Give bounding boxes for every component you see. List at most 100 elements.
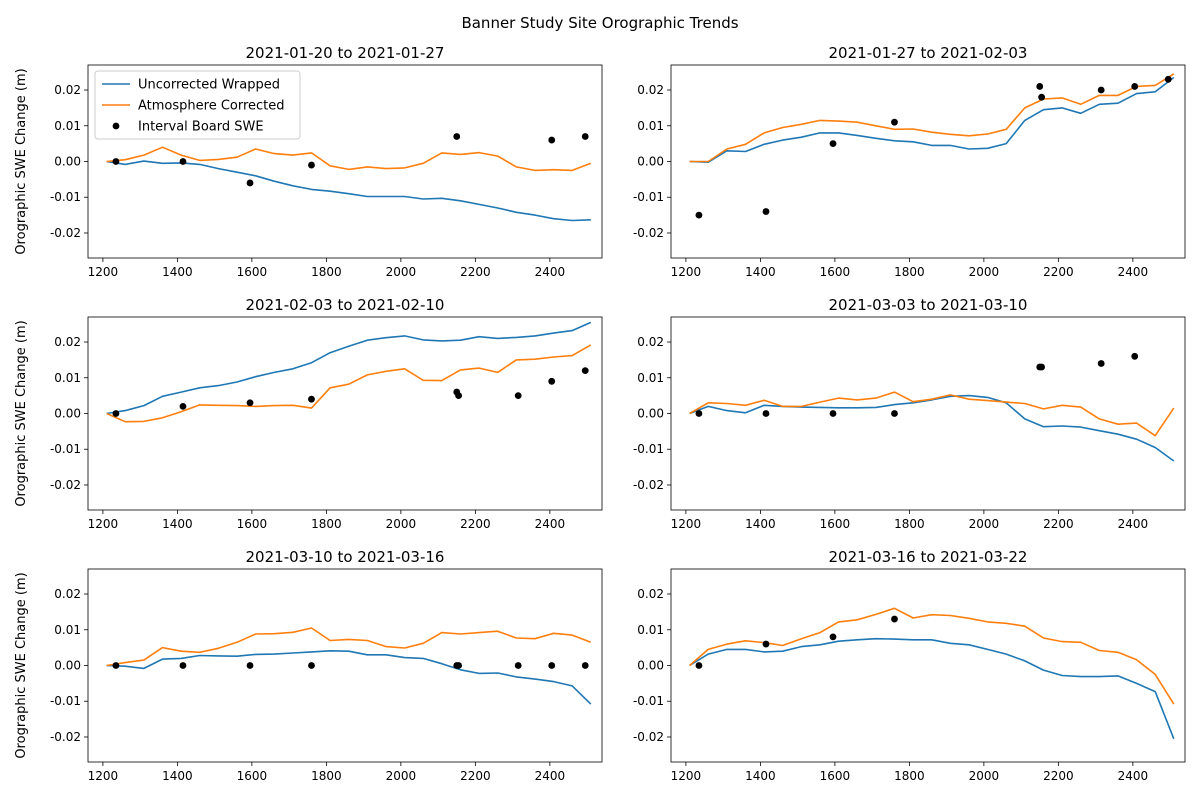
x-tick-label: 1400 — [745, 517, 776, 531]
board-swe-point — [246, 179, 254, 187]
series-line-corrected — [106, 146, 592, 172]
y-tick-label: -0.01 — [50, 442, 81, 456]
board-swe-point — [179, 662, 187, 669]
board-swe-point — [762, 410, 770, 417]
board-swe-point — [246, 399, 254, 407]
board-swe-point — [453, 133, 461, 140]
x-tick-label: 2400 — [535, 517, 566, 531]
legend-box — [94, 70, 301, 140]
x-tick-label: 1600 — [237, 265, 268, 279]
board-swe-point — [514, 662, 522, 669]
x-tick-label: 1200 — [88, 769, 119, 783]
y-tick-label: 0.01 — [637, 371, 664, 385]
x-tick-label: 2000 — [969, 265, 1000, 279]
y-tick-label: -0.01 — [50, 694, 81, 708]
x-tick-label: 1800 — [894, 517, 925, 531]
figure-title: Banner Study Site Orographic Trends — [461, 14, 738, 32]
x-tick-label: 1200 — [671, 769, 702, 783]
board-swe-point — [1131, 83, 1139, 90]
subplot-title: 2021-03-03 to 2021-03-10 — [829, 296, 1028, 314]
x-tick-label: 1600 — [820, 265, 851, 279]
y-tick-label: -0.02 — [633, 478, 664, 492]
board-swe-point — [581, 133, 589, 140]
board-swe-point — [1038, 93, 1046, 101]
board-swe-point — [179, 158, 187, 165]
y-tick-label: 0.00 — [637, 659, 664, 673]
legend-swatch-marker — [112, 122, 120, 130]
series-line-corrected — [106, 344, 592, 423]
series-line-uncorrected — [106, 321, 592, 415]
board-swe-point — [308, 662, 315, 669]
subplot-grid: 2021-01-20 to 2021-01-27 1200 1400 1600 1800… — [14, 44, 1186, 783]
legend-label: Interval Board SWE — [138, 120, 264, 135]
subplot-title: 2021-01-27 to 2021-02-03 — [829, 44, 1028, 62]
y-tick-label: 0.01 — [54, 623, 81, 637]
board-swe-point — [762, 208, 770, 215]
y-tick-label: -0.02 — [50, 226, 81, 240]
board-swe-point — [514, 392, 522, 400]
subplot-2: 2021-01-27 to 2021-02-03 1200 1400 1600 1800… — [633, 44, 1186, 279]
x-tick-label: 1200 — [671, 265, 702, 279]
board-swe-point — [829, 633, 837, 641]
subplot-4: 2021-03-03 to 2021-03-10 1200 1400 1600 1800… — [633, 296, 1186, 531]
legend-label: Atmosphere Corrected — [138, 99, 285, 114]
x-tick-label: 1400 — [745, 265, 776, 279]
board-swe-point — [112, 158, 120, 165]
board-swe-point — [246, 662, 254, 669]
x-tick-label: 2000 — [386, 517, 417, 531]
subplot-title: 2021-01-20 to 2021-01-27 — [246, 44, 445, 62]
board-swe-point — [695, 662, 703, 669]
board-swe-point — [829, 140, 837, 148]
subplot-3: 2021-02-03 to 2021-02-10 1200 1400 1600 1800… — [14, 296, 603, 531]
axes-frame — [670, 568, 1186, 763]
y-axis-label: Orographic SWE Change (m) — [14, 68, 29, 254]
board-swe-point — [1036, 83, 1044, 90]
y-tick-label: 0.02 — [637, 335, 664, 349]
x-tick-label: 1200 — [88, 265, 119, 279]
series-line-uncorrected — [689, 76, 1175, 163]
x-tick-label: 2400 — [1118, 265, 1149, 279]
subplot-6: 2021-03-16 to 2021-03-22 1200 1400 1600 1800… — [633, 548, 1186, 783]
y-tick-label: -0.01 — [633, 694, 664, 708]
y-tick-label: -0.02 — [50, 478, 81, 492]
x-tick-label: 1400 — [162, 769, 193, 783]
y-tick-label: 0.00 — [54, 407, 81, 421]
x-tick-label: 1600 — [820, 517, 851, 531]
board-swe-point — [891, 615, 898, 623]
y-tick-label: 0.01 — [637, 623, 664, 637]
x-tick-label: 1600 — [237, 517, 268, 531]
x-tick-label: 1400 — [745, 769, 776, 783]
y-tick-label: -0.02 — [633, 226, 664, 240]
x-tick-label: 1200 — [671, 517, 702, 531]
x-tick-label: 1800 — [311, 517, 342, 531]
y-tick-label: 0.00 — [637, 155, 664, 169]
board-swe-point — [1131, 352, 1139, 360]
legend: Uncorrected Wrapped Atmosphere Corrected I… — [94, 70, 301, 140]
board-swe-point — [455, 662, 463, 669]
board-swe-point — [112, 662, 120, 669]
y-tick-label: 0.01 — [54, 371, 81, 385]
board-swe-point — [112, 410, 120, 417]
series-line-corrected — [689, 73, 1175, 163]
x-tick-label: 2200 — [1043, 265, 1074, 279]
y-tick-label: 0.00 — [54, 155, 81, 169]
x-tick-label: 2000 — [386, 769, 417, 783]
board-swe-point — [829, 410, 837, 417]
subplot-title: 2021-03-10 to 2021-03-16 — [246, 548, 445, 566]
board-swe-point — [548, 136, 556, 144]
y-tick-label: -0.01 — [50, 190, 81, 204]
y-tick-label: 0.02 — [637, 587, 664, 601]
x-tick-label: 2000 — [386, 265, 417, 279]
x-tick-label: 2200 — [1043, 769, 1074, 783]
board-swe-point — [695, 410, 703, 417]
y-tick-label: 0.01 — [54, 119, 81, 133]
axes-frame — [87, 568, 603, 763]
axes-frame — [87, 316, 603, 511]
series-line-corrected — [106, 627, 592, 667]
axes-frame — [670, 316, 1186, 511]
x-tick-label: 1600 — [820, 769, 851, 783]
x-tick-label: 2200 — [460, 769, 491, 783]
y-tick-label: 0.00 — [54, 659, 81, 673]
y-tick-label: 0.01 — [637, 119, 664, 133]
